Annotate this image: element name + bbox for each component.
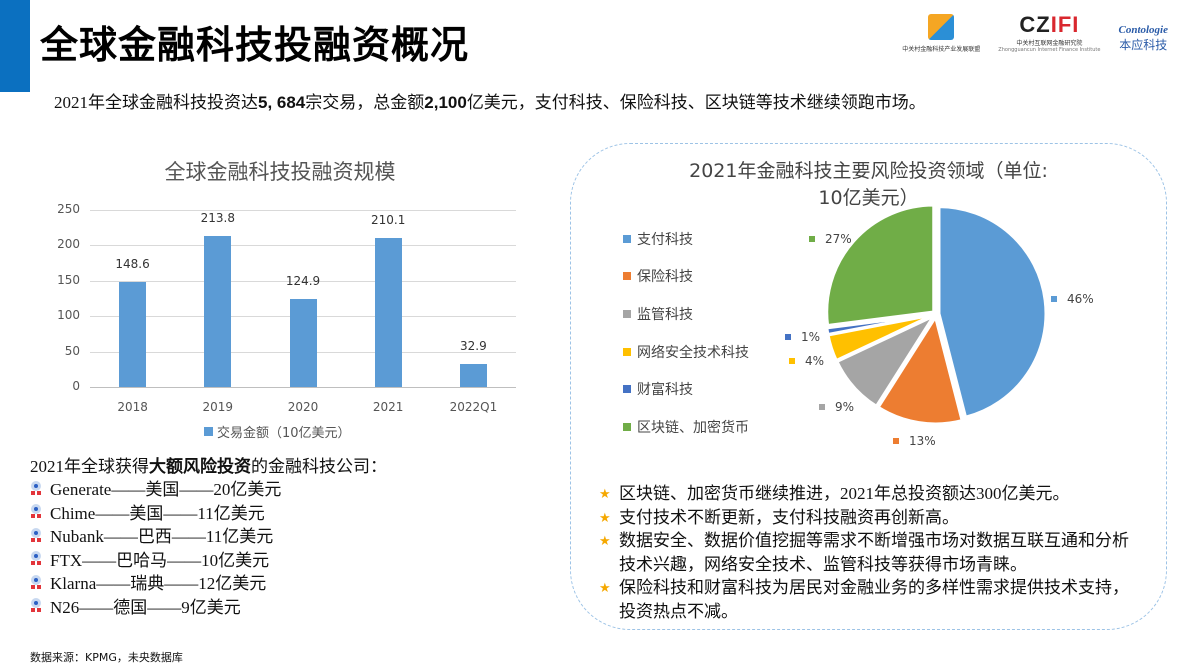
medal-icon <box>30 527 42 542</box>
x-tick-label: 2018 <box>117 400 148 414</box>
gridline <box>90 245 516 247</box>
investment-scale-bar-chart: 全球金融科技投融资规模 0 50 100 150 200 250 148.6 2018 213.… <box>30 150 530 445</box>
star-icon: ★ <box>599 533 611 548</box>
bar-2020 <box>289 298 317 387</box>
y-tick-label: 250 <box>57 202 80 216</box>
pie-slice-0 <box>937 205 1048 420</box>
y-tick-label: 100 <box>57 308 80 323</box>
logo-zgc-alliance: 中关村金融科技产业发展联盟 <box>902 14 980 53</box>
bar-value-label: 213.8 <box>200 210 235 225</box>
legend-swatch <box>204 427 213 436</box>
legend-swatch <box>623 234 631 243</box>
companies-heading: 2021年全球获得大额风险投资的金融科技公司： <box>30 457 387 476</box>
pie-chart-legend: 支付科技 保险科技 监管科技 网络安全技术科技 财富科技 区块链、加密货币 <box>623 220 749 446</box>
gridline <box>90 280 516 282</box>
star-icon: ★ <box>599 580 611 595</box>
legend-swatch <box>623 385 631 394</box>
bar-2022Q1 <box>459 363 487 387</box>
pie-percent-label: 9% <box>819 400 854 414</box>
company-item: Generate——美国——20亿美元 <box>30 476 387 500</box>
pie-legend-item: 保险科技 <box>623 258 749 296</box>
company-item: Klarna——瑞典——12亿美元 <box>30 570 387 594</box>
accent-bar <box>0 0 30 92</box>
medal-icon <box>30 480 42 495</box>
insight-note: ★ 支付技术不断更新，支付科技融资再创新高。 <box>599 506 1139 530</box>
medal-icon <box>30 504 42 519</box>
pie-percent-label: 46% <box>1051 292 1094 306</box>
czifi-logo-icon: CZIFI <box>1019 12 1080 37</box>
pie-legend-item: 区块链、加密货币 <box>623 408 749 446</box>
gridline <box>90 210 516 211</box>
company-item: Chime——美国——11亿美元 <box>30 500 387 524</box>
x-tick-label: 2020 <box>287 400 319 414</box>
bar-value-label: 124.9 <box>285 273 321 288</box>
bar-2021 <box>374 238 402 387</box>
insight-note: ★ 区块链、加密货币继续推进，2021年总投资额达300亿美元。 <box>599 482 1139 506</box>
medal-icon <box>30 574 42 589</box>
bar-2019 <box>204 235 232 387</box>
bar-value-label: 32.9 <box>460 338 487 353</box>
data-source: 数据来源：KPMG，未央数据库 <box>30 651 183 664</box>
y-tick-label: 0 <box>72 379 80 393</box>
pie-legend-item: 网络安全技术科技 <box>623 333 749 371</box>
y-tick-label: 150 <box>57 272 80 287</box>
pie-legend-item: 支付科技 <box>623 220 749 258</box>
medal-icon <box>30 598 42 613</box>
vc-sectors-panel: 2021年金融科技主要风险投资领域（单位: 10亿美元） 支付科技 保险科技 监管科… <box>570 143 1167 630</box>
page-title: 全球金融科技投融资概况 <box>40 23 470 67</box>
pie-slice-1 <box>876 313 964 426</box>
bar-2018 <box>119 281 147 387</box>
legend-swatch <box>623 347 631 356</box>
x-tick-label: 2022Q1 <box>449 400 498 414</box>
company-item: Nubank——巴西——11亿美元 <box>30 523 387 547</box>
bar-chart-title: 全球金融科技投融资规模 <box>164 160 396 184</box>
pie-legend-item: 监管科技 <box>623 295 749 333</box>
bar-chart-legend: 交易金额（10亿美元） <box>204 422 351 441</box>
star-icon: ★ <box>599 509 611 525</box>
pie-chart-title: 2021年金融科技主要风险投资领域（单位: 10亿美元） <box>689 160 1048 209</box>
pie-chart <box>825 204 1048 426</box>
pie-percent-label: 1% <box>785 330 820 344</box>
legend-swatch <box>623 272 631 281</box>
company-item: N26——德国——9亿美元 <box>30 594 387 618</box>
gridline <box>90 387 516 388</box>
logo-czifi: CZIFI 中关村互联网金融研究院 Zhongguancun Internet … <box>998 12 1101 53</box>
pie-percent-label: 13% <box>893 434 936 448</box>
company-item: FTX——巴哈马——10亿美元 <box>30 547 387 571</box>
logo-group: 中关村金融科技产业发展联盟 CZIFI 中关村互联网金融研究院 Zhonggua… <box>902 12 1168 53</box>
legend-swatch <box>623 309 631 318</box>
pie-slice-5 <box>825 204 936 328</box>
bar-plot-area: 0 50 100 150 200 250 148.6 2018 213.8 2019 124.9 20… <box>57 202 516 414</box>
pie-percent-label: 27% <box>809 232 852 246</box>
y-tick-label: 50 <box>64 343 80 358</box>
x-tick-label: 2021 <box>372 400 404 414</box>
insight-note: ★ 数据安全、数据价值挖掘等需求不断增强市场对数据互联互通和分析技术兴趣，网络安全… <box>599 529 1139 576</box>
star-icon: ★ <box>599 486 611 501</box>
summary-line: 2021年全球金融科技投资达5, 684宗交易，总金额2,100亿美元，支付科技… <box>54 93 926 112</box>
top-funded-companies: 2021年全球获得大额风险投资的金融科技公司： Generate——美国——20… <box>30 452 387 617</box>
y-tick-label: 200 <box>57 237 80 252</box>
insight-notes: ★ 区块链、加密货币继续推进，2021年总投资额达300亿美元。 ★ 支付技术不断更新… <box>599 482 1139 623</box>
insight-note: ★ 保险科技和财富科技为居民对金融业务的多样性需求提供技术支持，投资热点不减。 <box>599 576 1139 623</box>
x-tick-label: 2019 <box>202 400 234 414</box>
pie-percent-label: 4% <box>789 354 824 368</box>
legend-swatch <box>623 422 631 431</box>
medal-icon <box>30 551 42 566</box>
logo-contologie: Contologie 本应科技 <box>1118 24 1168 52</box>
zgc-logo-icon <box>928 14 955 40</box>
pie-legend-item: 财富科技 <box>623 370 749 408</box>
bar-value-label: 210.1 <box>371 213 406 228</box>
pie-slice-4 <box>825 312 934 337</box>
bar-value-label: 148.6 <box>115 256 150 271</box>
